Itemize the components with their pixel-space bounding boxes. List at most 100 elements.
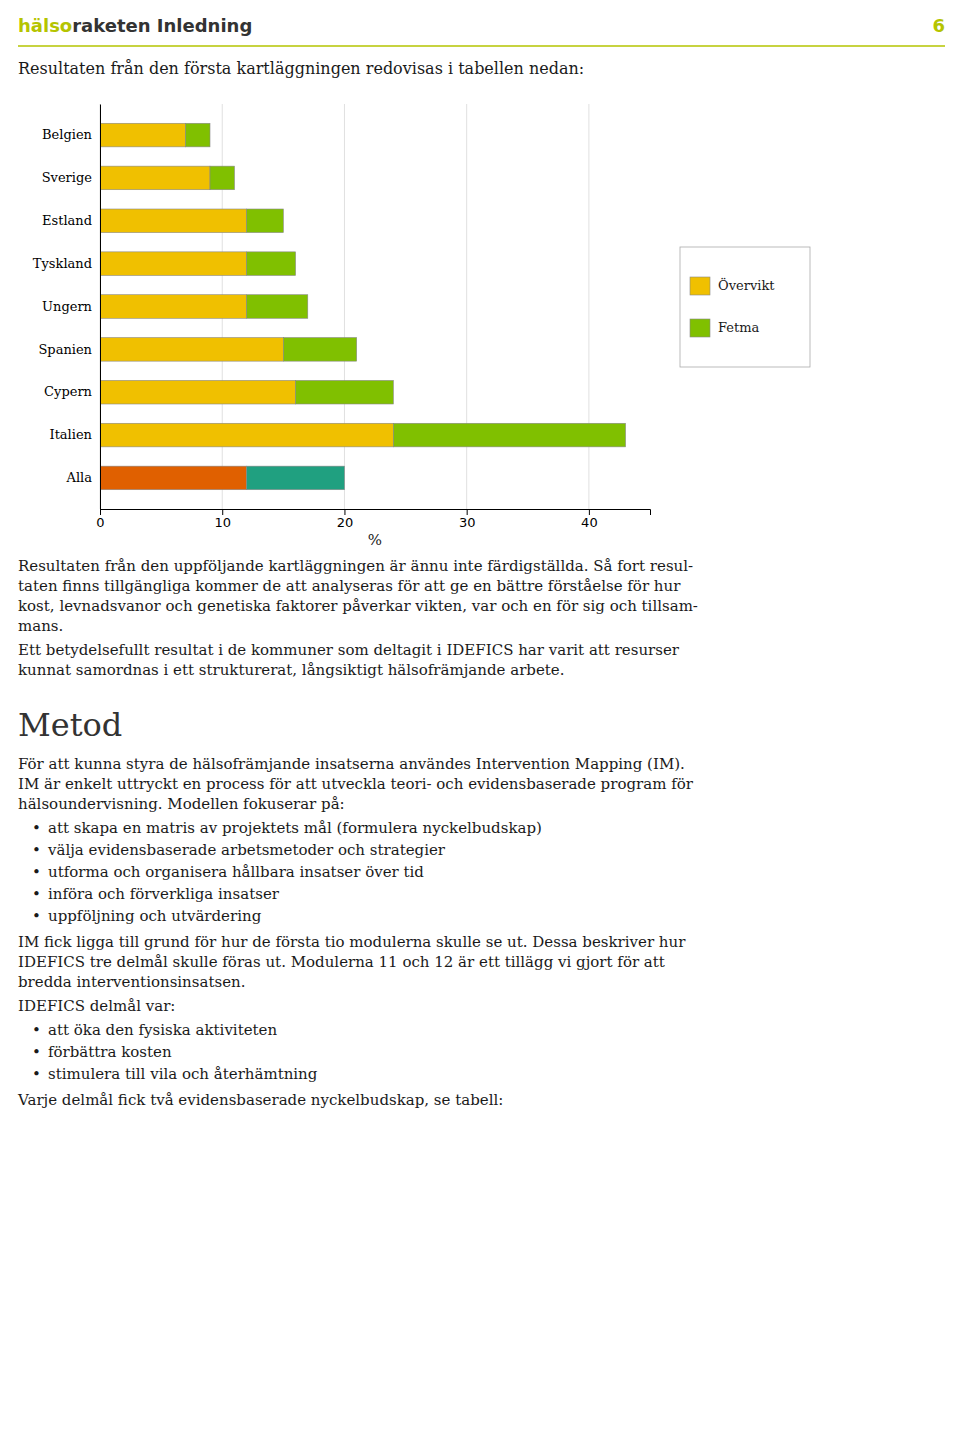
bullet-text: uppföljning och utvärdering bbox=[48, 907, 262, 925]
y-tick-label: Alla bbox=[66, 470, 93, 485]
paragraph-line: IDEFICS tre delmål skulle föras ut. Modu… bbox=[18, 953, 665, 971]
y-tick-label: Ungern bbox=[42, 299, 93, 314]
y-tick-label: Sverige bbox=[42, 170, 93, 185]
section-heading: Metod bbox=[18, 706, 122, 744]
bar bbox=[100, 123, 186, 147]
y-tick-label: Italien bbox=[50, 427, 93, 442]
x-tick-label: 0 bbox=[96, 515, 104, 530]
bar bbox=[393, 423, 625, 447]
legend-label: Fetma bbox=[718, 320, 760, 335]
bar bbox=[100, 338, 283, 362]
y-tick-label: Spanien bbox=[38, 342, 92, 357]
x-tick-label: 10 bbox=[214, 515, 231, 530]
bullet-mark: • bbox=[32, 841, 41, 859]
x-tick-mark bbox=[344, 509, 345, 515]
bullet-text: förbättra kosten bbox=[48, 1043, 172, 1061]
x-axis-label: % bbox=[368, 531, 382, 549]
bullet-text: att skapa en matris av projektets mål (f… bbox=[48, 819, 542, 837]
y-tick: Alla bbox=[66, 470, 93, 485]
grid-line bbox=[466, 104, 467, 509]
paragraph-line: kunnat samordnas i ett strukturerat, lån… bbox=[18, 661, 564, 679]
bar bbox=[100, 166, 210, 190]
legend-frame bbox=[680, 247, 810, 367]
page-number: 6 bbox=[932, 15, 945, 36]
legend: Övervikt Fetma bbox=[680, 247, 810, 367]
paragraph-line: Varje delmål fick två evidensbaserade ny… bbox=[17, 1091, 503, 1109]
bullet-mark: • bbox=[32, 1043, 41, 1061]
bullet-text: att öka den fysiska aktiviteten bbox=[48, 1021, 277, 1039]
paragraph-line: bredda interventionsinsatsen. bbox=[18, 973, 245, 991]
bar bbox=[100, 423, 393, 447]
bar bbox=[100, 295, 247, 319]
bar bbox=[247, 209, 284, 233]
y-tick: Cypern bbox=[44, 384, 93, 399]
grid bbox=[100, 104, 589, 509]
body-text: Resultaten från den uppföljande kartlägg… bbox=[17, 557, 698, 1109]
y-tick-label: Tyskland bbox=[33, 256, 92, 271]
paragraph-line: IM fick ligga till grund för hur de förs… bbox=[18, 933, 686, 951]
bullet-text: välja evidensbaserade arbetsmetoder och … bbox=[47, 841, 446, 859]
x-axis: 0 10 20 30 40 bbox=[96, 509, 650, 530]
bullet-text: utforma och organisera hållbara insatser… bbox=[48, 863, 424, 881]
bar bbox=[100, 209, 247, 233]
bar bbox=[247, 295, 308, 319]
paragraph-line: kost, levnadsvanor och genetiska faktore… bbox=[18, 597, 698, 615]
paragraph-line: Resultaten från den uppföljande kartlägg… bbox=[18, 557, 693, 575]
y-tick-label: Belgien bbox=[42, 127, 93, 142]
paragraph-line: IM är enkelt uttryckt en process för att… bbox=[18, 775, 694, 793]
grid-line bbox=[100, 104, 101, 509]
paragraph-line: För att kunna styra de hälsofrämjande in… bbox=[18, 755, 685, 773]
bar bbox=[186, 123, 210, 147]
bar bbox=[100, 380, 296, 404]
grid-line bbox=[588, 104, 589, 509]
y-axis-line bbox=[100, 105, 101, 510]
x-tick-mark bbox=[467, 509, 468, 515]
y-tick: Italien bbox=[50, 427, 93, 442]
legend-swatch bbox=[690, 319, 710, 337]
bullet-text: införa och förverkliga insatser bbox=[48, 885, 280, 903]
y-tick: Spanien bbox=[38, 342, 92, 357]
legend-label: Övervikt bbox=[718, 277, 775, 293]
y-tick: Ungern bbox=[42, 299, 93, 314]
series-bars bbox=[186, 123, 626, 489]
bar bbox=[100, 252, 247, 276]
bar bbox=[247, 252, 296, 276]
chart: 0 10 20 30 40 Belgien Sverige Estland Tyskland Un… bbox=[33, 104, 810, 549]
y-tick: Estland bbox=[42, 213, 92, 228]
bullet-mark: • bbox=[32, 907, 41, 925]
x-tick: 20 bbox=[337, 509, 354, 530]
x-tick-label: 20 bbox=[337, 515, 354, 530]
paragraph-line: taten finns tillgängliga kommer de att a… bbox=[18, 577, 681, 595]
header-line bbox=[18, 45, 945, 47]
series-bars bbox=[100, 123, 393, 489]
bullet-text: stimulera till vila och återhämtning bbox=[48, 1065, 318, 1083]
bar bbox=[100, 466, 247, 490]
bars bbox=[100, 123, 626, 489]
bar bbox=[296, 380, 394, 404]
legend-swatch bbox=[690, 277, 710, 295]
bar bbox=[283, 338, 356, 362]
x-tick: 40 bbox=[581, 509, 598, 530]
header-section: raketen Inledning bbox=[72, 15, 252, 36]
x-tick: 30 bbox=[459, 509, 476, 530]
chart-intro: Resultaten från den första kartläggninge… bbox=[18, 59, 584, 78]
bar bbox=[247, 466, 345, 490]
paragraph-line: hälsoundervisning. Modellen fokuserar på… bbox=[18, 795, 345, 813]
header: hälsoraketen Inledning bbox=[18, 15, 252, 36]
bullet-mark: • bbox=[32, 885, 41, 903]
y-tick: Belgien bbox=[42, 127, 93, 142]
bullet-mark: • bbox=[32, 863, 41, 881]
y-tick-label: Cypern bbox=[44, 384, 93, 399]
bullet-mark: • bbox=[32, 1021, 41, 1039]
y-axis: Belgien Sverige Estland Tyskland Ungern Spani… bbox=[33, 105, 101, 510]
y-tick: Tyskland bbox=[33, 256, 92, 271]
x-tick: 0 bbox=[96, 509, 104, 530]
y-tick: Sverige bbox=[42, 170, 93, 185]
bar bbox=[210, 166, 234, 190]
paragraph-line: Ett betydelsefullt resultat i de kommune… bbox=[18, 641, 680, 659]
x-tick-label: 30 bbox=[459, 515, 476, 530]
x-tick-mark bbox=[589, 509, 590, 515]
x-tick: 10 bbox=[214, 509, 231, 530]
paragraph-line: mans. bbox=[18, 617, 63, 635]
x-tick-mark bbox=[222, 509, 223, 515]
